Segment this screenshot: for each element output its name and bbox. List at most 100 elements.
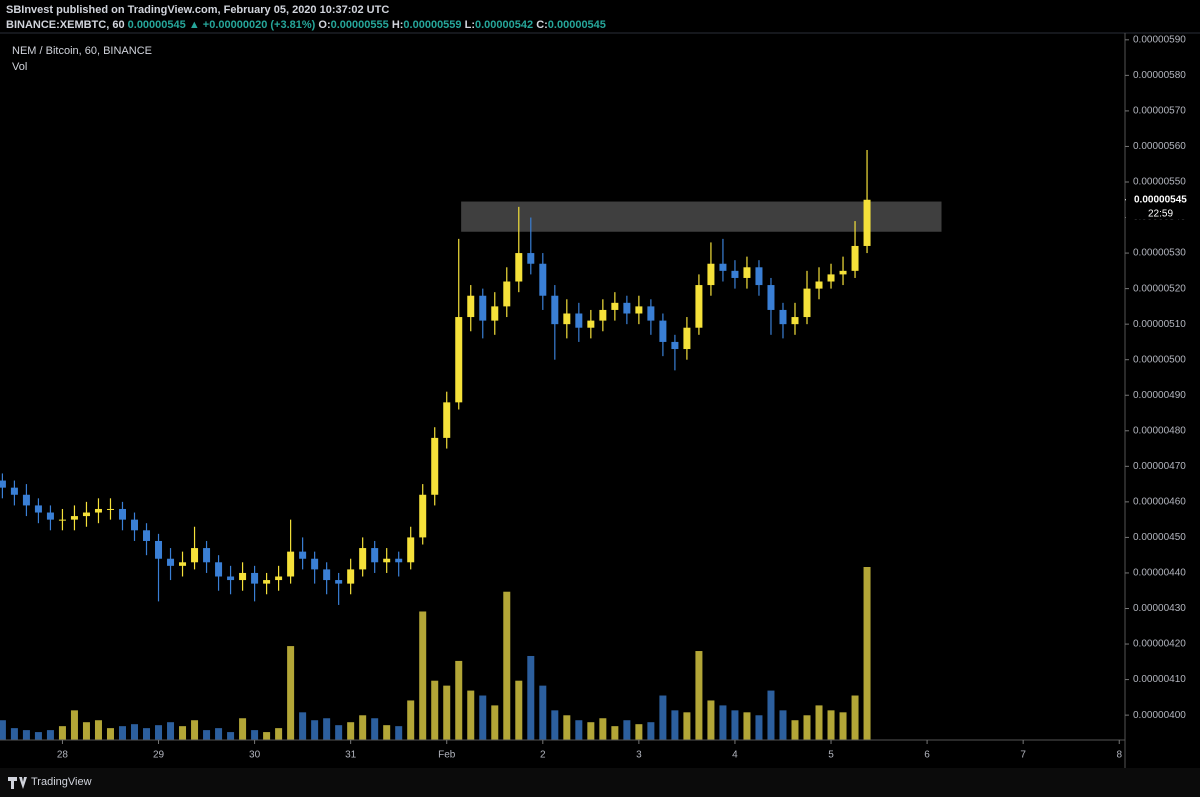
volume-bar	[671, 710, 679, 740]
candle-body	[70, 516, 78, 520]
candle-body	[803, 288, 811, 318]
volume-bar	[623, 720, 631, 740]
x-tick-label: Feb	[438, 750, 456, 761]
x-tick-label: 6	[924, 750, 930, 761]
volume-bar	[587, 722, 595, 740]
volume-bar	[10, 728, 18, 740]
candle-body	[479, 295, 487, 321]
candle-body	[395, 558, 403, 563]
y-tick-label: 0.00000420	[1133, 639, 1186, 650]
y-tick-label: 0.00000470	[1133, 461, 1186, 472]
candle-body	[118, 508, 126, 520]
volume-bar	[563, 715, 571, 740]
volume-bar	[143, 728, 151, 740]
volume-bar	[227, 732, 235, 740]
volume-bar	[203, 730, 211, 740]
x-tick-label: 2	[540, 750, 546, 761]
volume-bar	[719, 705, 727, 740]
volume-bar	[503, 591, 511, 740]
volume-bar	[299, 712, 307, 740]
y-tick-label: 0.00000450	[1133, 532, 1186, 543]
y-tick-label: 0.00000410	[1133, 674, 1186, 685]
x-tick-label: 28	[57, 750, 69, 761]
candle-body	[851, 245, 859, 271]
volume-bar	[46, 730, 54, 740]
candle-body	[767, 285, 775, 310]
volume-bar	[118, 726, 126, 740]
y-tick-label: 0.00000500	[1133, 354, 1186, 365]
volume-bar	[131, 724, 139, 740]
volume-bar	[82, 722, 90, 740]
volume-bar	[491, 705, 499, 740]
y-tick-label: 0.00000480	[1133, 425, 1186, 436]
candle-body	[515, 253, 523, 282]
x-tick-label: 7	[1020, 750, 1026, 761]
volume-bar	[515, 680, 523, 740]
x-tick-label: 4	[732, 750, 738, 761]
volume-bar	[239, 718, 247, 740]
volume-bar	[94, 720, 102, 740]
candle-body	[467, 295, 475, 318]
volume-bar	[419, 611, 427, 740]
symbol-line: BINANCE:XEMBTC, 60 0.00000545 ▲ +0.00000…	[6, 19, 606, 31]
y-tick-label: 0.00000440	[1133, 568, 1186, 579]
y-tick-label: 0.00000560	[1133, 141, 1186, 152]
candle-body	[239, 572, 247, 581]
volume-bar	[647, 722, 655, 740]
y-tick-label: 0.00000430	[1133, 603, 1186, 614]
candle-body	[443, 402, 451, 438]
candle-body	[251, 572, 259, 584]
x-tick-label: 5	[828, 750, 834, 761]
volume-bar	[731, 710, 739, 740]
volume-bar	[599, 718, 607, 740]
volume-bar	[191, 720, 199, 740]
volume-bar	[58, 726, 66, 740]
candle-body	[455, 317, 463, 403]
candle-body	[179, 562, 187, 566]
volume-bar	[863, 567, 871, 740]
candle-body	[143, 530, 151, 541]
volume-title: Vol	[12, 61, 27, 73]
change: +0.00000020 (+3.81%)	[203, 19, 316, 31]
candle-body	[155, 540, 163, 559]
h: 0.00000559	[403, 19, 461, 31]
x-tick-label: 31	[345, 750, 357, 761]
volume-bar	[539, 685, 547, 740]
x-tick-label: 8	[1116, 750, 1122, 761]
volume-bar	[287, 646, 295, 740]
volume-bar	[407, 700, 415, 740]
candle-body	[311, 558, 319, 570]
candle-body	[299, 551, 307, 559]
candle-body	[94, 508, 102, 513]
candle-body	[659, 320, 667, 342]
volume-bar	[167, 722, 175, 740]
candle-body	[46, 512, 54, 520]
last: 0.00000545	[128, 19, 186, 31]
candle-body	[347, 569, 355, 584]
logo	[8, 777, 27, 789]
candle-body	[623, 302, 631, 314]
volume-bar	[22, 730, 30, 740]
candle-body	[227, 576, 235, 581]
candle-body	[371, 548, 379, 563]
h-label: H:	[392, 19, 404, 31]
volume-bar	[215, 728, 223, 740]
candle-body	[131, 519, 139, 531]
candle-body	[34, 505, 42, 513]
volume-bar	[851, 695, 859, 740]
volume-bar	[34, 732, 42, 740]
volume-bar	[347, 722, 355, 740]
candle-body	[671, 341, 679, 350]
candle-body	[791, 317, 799, 325]
volume-bar	[155, 725, 163, 740]
o-label: O:	[318, 19, 330, 31]
y-tick-label: 0.00000530	[1133, 248, 1186, 259]
volume-bar	[659, 695, 667, 740]
footer-bar	[0, 768, 1200, 797]
candle-body	[323, 569, 331, 581]
y-tick-label: 0.00000550	[1133, 177, 1186, 188]
arrow: ▲	[189, 19, 200, 31]
candle-body	[335, 580, 343, 584]
volume-bar	[106, 728, 114, 740]
